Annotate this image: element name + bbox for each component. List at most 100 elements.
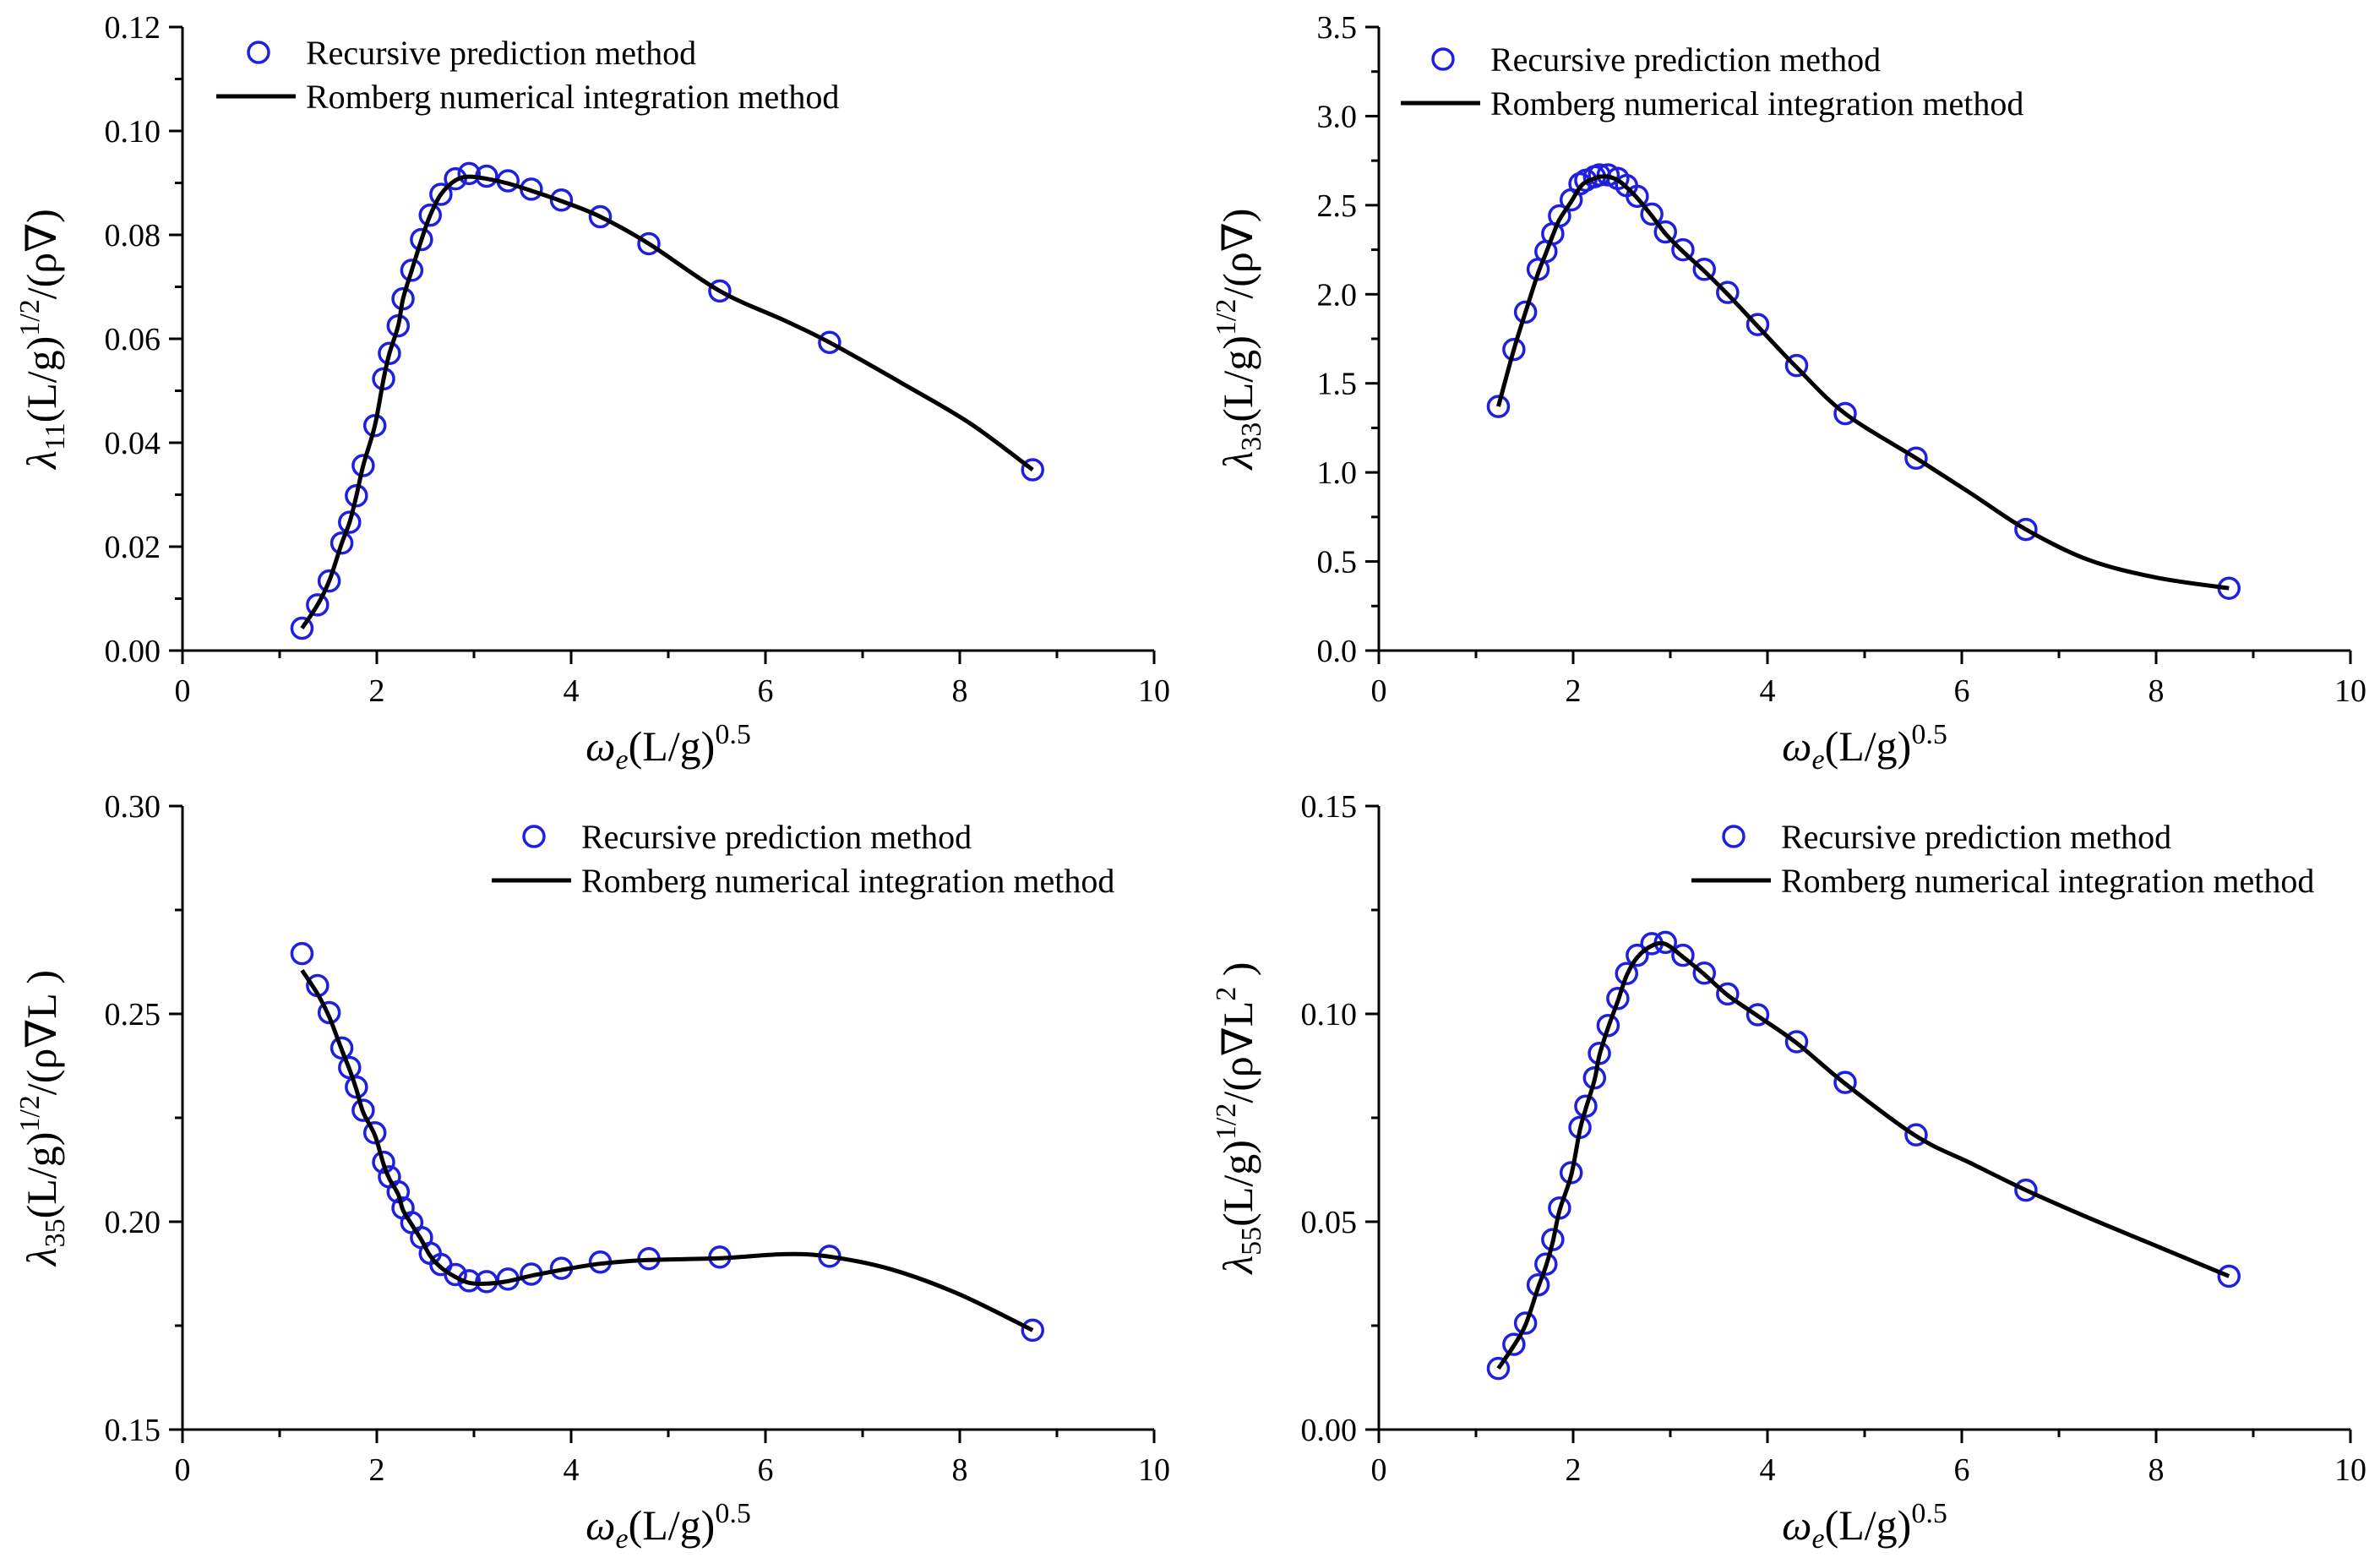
x-tick-label: 4 <box>564 1452 580 1488</box>
y-tick-label: 0.00 <box>105 634 161 669</box>
data-point-recursive <box>429 182 453 206</box>
data-point-recursive <box>1486 1356 1511 1381</box>
data-point-recursive <box>338 510 362 534</box>
data-point-recursive <box>1746 313 1770 336</box>
legend-label-romberg: Romberg numerical integration method <box>306 78 839 116</box>
data-point-recursive <box>1615 961 1638 986</box>
data-point-recursive <box>1671 943 1695 967</box>
y-tick-label: 0.25 <box>105 997 161 1032</box>
y-tick-label: 0.15 <box>1301 789 1358 825</box>
y-tick-label: 0.02 <box>105 530 161 565</box>
legend-label-recursive: Recursive prediction method <box>1781 818 2171 856</box>
data-point-recursive <box>1784 353 1809 378</box>
data-point-recursive <box>418 203 442 227</box>
data-point-recursive <box>1502 337 1526 362</box>
series-line-romberg <box>1496 174 2230 591</box>
data-point-recursive <box>1606 987 1630 1011</box>
data-point-recursive <box>1574 1094 1598 1118</box>
legend: Recursive prediction method Romberg numer… <box>1401 41 2023 123</box>
x-tick-label: 2 <box>1566 1452 1582 1488</box>
x-tick-label: 0 <box>175 673 191 709</box>
y-tick-label: 0.12 <box>105 10 161 46</box>
data-point-recursive <box>290 616 314 640</box>
x-tick-label: 4 <box>1760 673 1776 709</box>
data-point-recursive <box>457 161 481 186</box>
data-point-recursive <box>1833 1070 1857 1094</box>
data-point-recursive <box>1716 281 1740 304</box>
x-tick-label: 6 <box>758 673 774 709</box>
x-tick-label: 8 <box>952 1452 968 1488</box>
data-point-recursive <box>1626 943 1649 967</box>
y-tick-label: 0.06 <box>105 322 161 357</box>
y-tick-label: 3.0 <box>1317 99 1358 134</box>
data-point-recursive <box>1904 446 1928 471</box>
data-point-recursive <box>351 1098 375 1122</box>
data-point-recursive <box>1021 1318 1044 1343</box>
series-line-romberg <box>1496 940 2230 1370</box>
y-tick-label: 0.00 <box>1301 1413 1358 1448</box>
y-tick-label: 1.5 <box>1317 367 1358 402</box>
y-axis-title: λ55(L/g)1/2/(ρ∇L2 ) <box>1211 962 1267 1276</box>
data-point-recursive <box>2014 1178 2038 1202</box>
legend: Recursive prediction method Romberg numer… <box>492 818 1114 900</box>
data-point-recursive <box>1692 961 1716 985</box>
data-point-recursive <box>1534 1252 1558 1276</box>
data-point-recursive <box>1513 1311 1538 1335</box>
series-line-romberg <box>300 174 1034 629</box>
y-tick-label: 3.5 <box>1317 10 1358 46</box>
x-tick-label: 0 <box>1371 673 1387 709</box>
data-point-recursive <box>1548 204 1571 228</box>
chart-lambda35: 0 2 4 6 8 10 0.15 0.20 0.25 0.30 ωe(L/g)0.5 λ35(L/g… <box>14 789 1170 1555</box>
x-tick-label: 0 <box>175 1452 191 1488</box>
data-point-recursive <box>329 1036 354 1060</box>
legend-marker-circle <box>1431 47 1455 71</box>
data-point-recursive <box>1653 220 1677 244</box>
y-tick-label: 2.5 <box>1317 188 1358 224</box>
data-point-recursive <box>1671 237 1695 262</box>
data-point-recursive <box>378 341 401 365</box>
y-tick-label: 0.0 <box>1317 634 1358 669</box>
x-axis-title: ωe(L/g)0.5 <box>585 719 751 776</box>
y-tick-label: 0.04 <box>105 426 161 461</box>
data-point-recursive <box>317 569 341 593</box>
x-tick-label: 8 <box>952 673 968 709</box>
y-tick-label: 0.15 <box>105 1413 161 1448</box>
data-point-recursive <box>386 1179 411 1204</box>
data-point-recursive <box>2014 517 2038 542</box>
data-point-recursive <box>400 259 424 282</box>
legend-marker-circle <box>1722 825 1746 848</box>
x-axis-title: ωe(L/g)0.5 <box>585 1498 751 1555</box>
x-tick-label: 10 <box>1138 1452 1170 1488</box>
data-point-recursive <box>637 232 661 256</box>
legend-label-recursive: Recursive prediction method <box>306 34 696 72</box>
data-point-recursive <box>1833 401 1857 426</box>
data-point-recursive <box>1513 300 1538 324</box>
x-tick-label: 8 <box>2149 673 2165 709</box>
data-point-recursive <box>372 1150 395 1174</box>
x-tick-label: 4 <box>564 673 580 709</box>
data-point-recursive <box>1559 1161 1583 1185</box>
y-tick-label: 0.20 <box>105 1205 161 1240</box>
legend: Recursive prediction method Romberg numer… <box>1691 818 2314 900</box>
data-point-recursive <box>1692 258 1716 281</box>
data-point-recursive <box>290 941 314 966</box>
data-point-recursive <box>444 1262 467 1287</box>
x-tick-label: 10 <box>1138 673 1170 709</box>
y-tick-label: 1.0 <box>1317 455 1358 491</box>
data-point-recursive <box>1716 982 1740 1006</box>
x-tick-label: 0 <box>1371 1452 1387 1488</box>
x-tick-label: 8 <box>2149 1452 2165 1488</box>
data-point-recursive <box>1596 1014 1620 1038</box>
x-tick-label: 6 <box>758 1452 774 1488</box>
data-point-recursive <box>1626 184 1649 209</box>
data-point-recursive <box>345 483 368 508</box>
legend-label-romberg: Romberg numerical integration method <box>581 862 1114 900</box>
chart-lambda55: 0 2 4 6 8 10 0.00 0.05 0.10 0.15 ωe(L/g)0.5 λ55(L/g… <box>1211 789 2366 1555</box>
x-tick-label: 2 <box>1566 673 1582 709</box>
y-tick-label: 0.30 <box>105 789 161 825</box>
legend-marker-circle <box>522 825 546 848</box>
legend: Recursive prediction method Romberg numer… <box>216 34 839 116</box>
y-tick-label: 2.0 <box>1317 277 1358 313</box>
chart-lambda11: 0 2 4 6 8 10 0.00 0.02 0.04 0.06 0.08 0.10 0.12 ωe(L/… <box>14 10 1170 776</box>
